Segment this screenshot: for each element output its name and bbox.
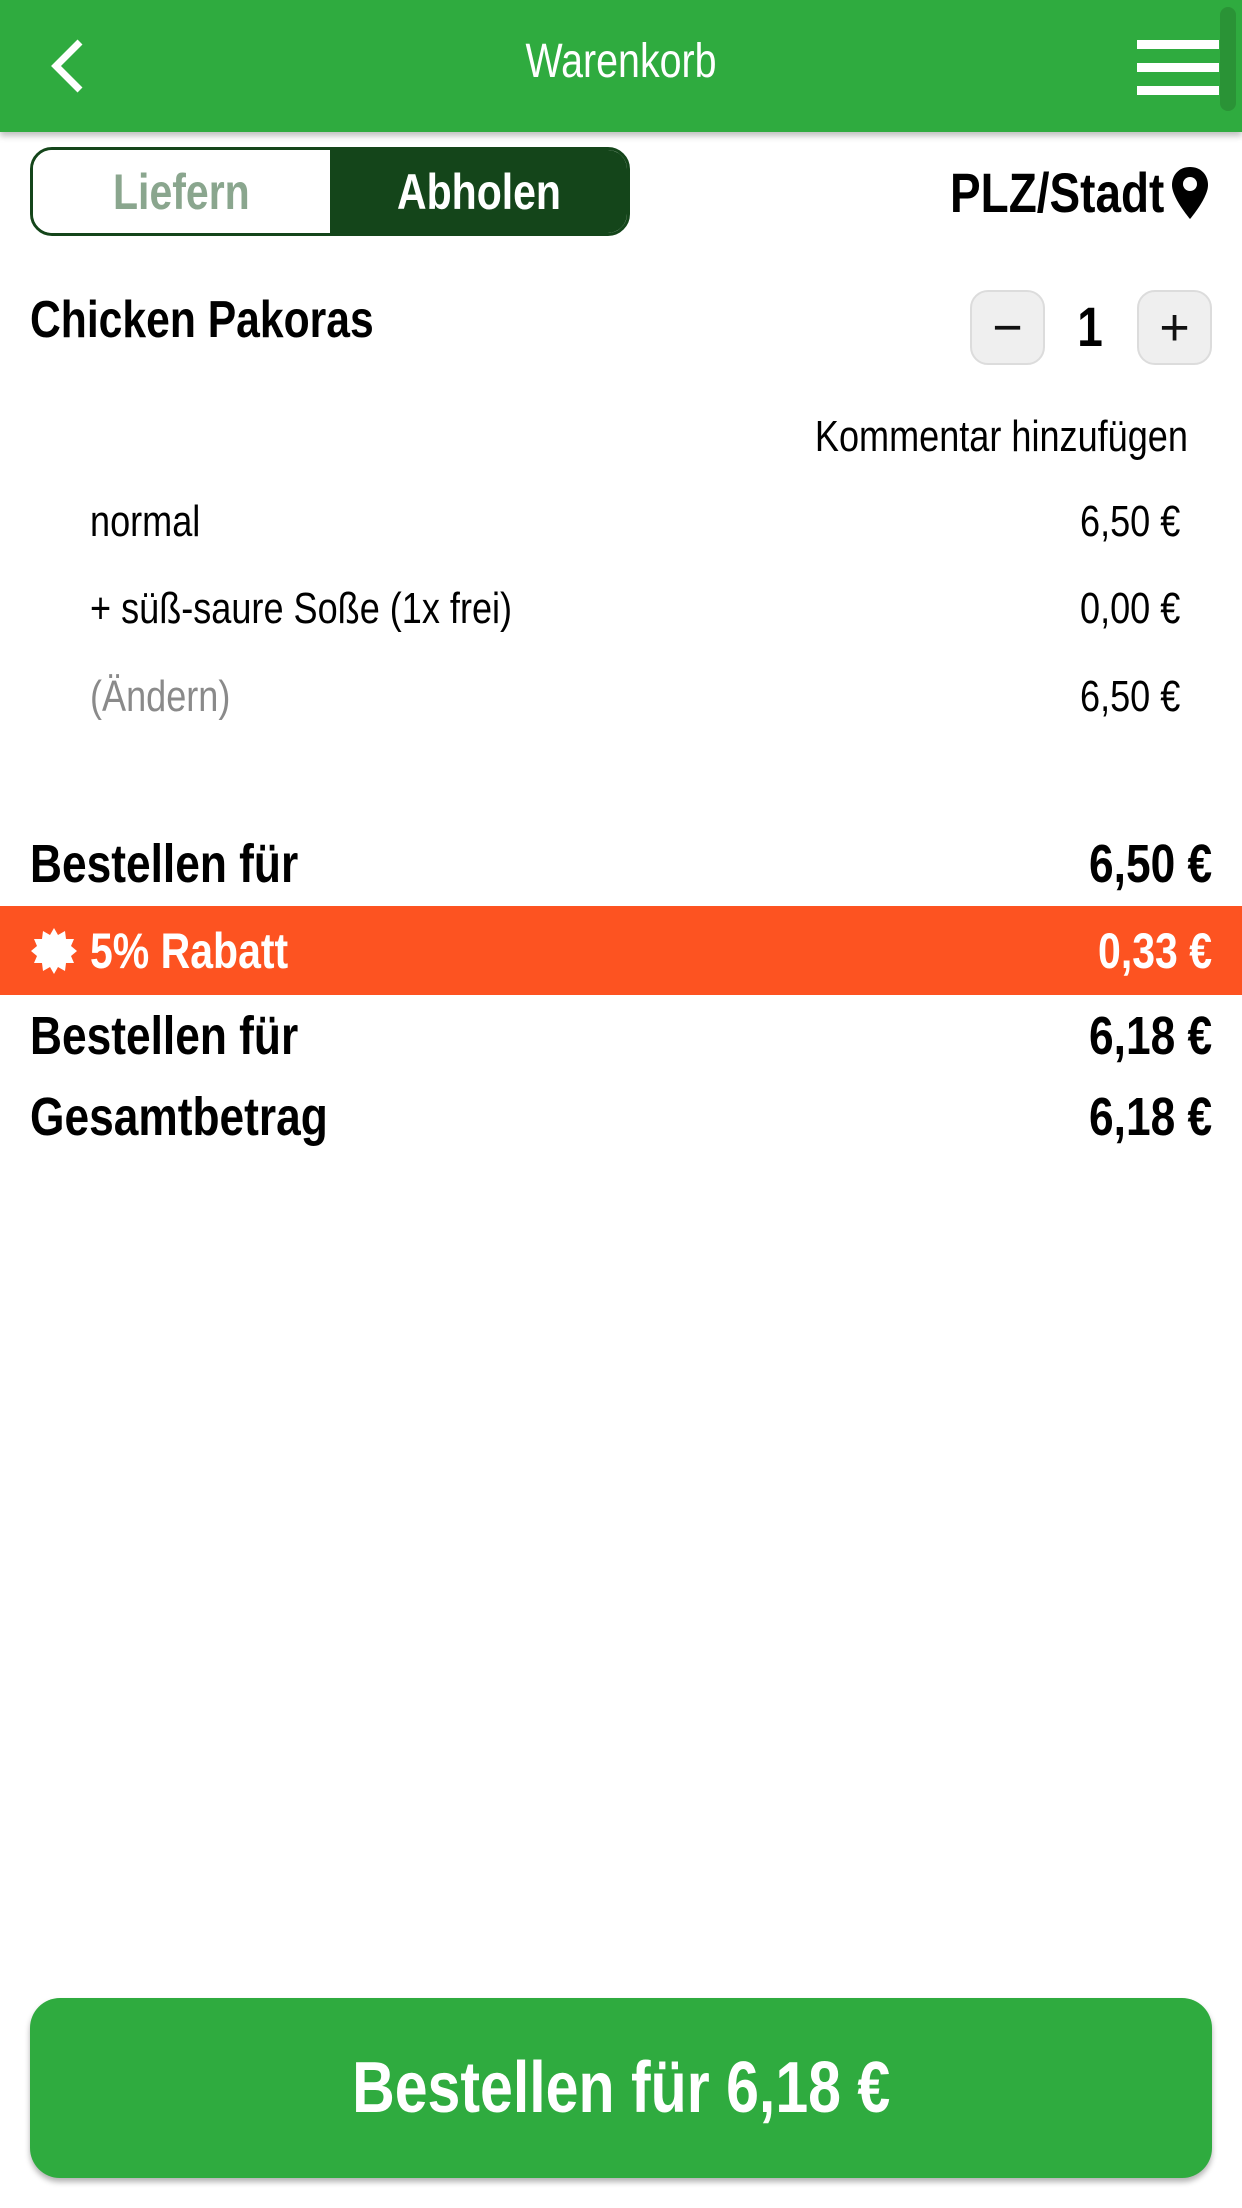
total-row: Gesamtbetrag 6,18 €: [30, 1085, 1212, 1149]
line-price: 0,00 €: [1079, 584, 1180, 633]
chevron-left-icon[interactable]: [40, 36, 100, 96]
quantity-value: 1: [1077, 295, 1103, 358]
discount-value: 0,33 €: [1098, 922, 1212, 979]
item-line: + süß-saure Soße (1x frei) 0,00 €: [90, 584, 1180, 640]
item-line: (Ändern) 6,50 €: [90, 672, 1180, 728]
after-discount-label: Bestellen für: [30, 1006, 299, 1066]
toggle-abholen-label: Abholen: [396, 163, 561, 220]
subtotal-row: Bestellen für 6,50 €: [30, 832, 1212, 896]
line-label: normal: [90, 497, 201, 546]
item-name: Chicken Pakoras: [30, 291, 374, 349]
map-pin-icon: [1172, 166, 1208, 219]
location-label: PLZ/Stadt: [949, 161, 1164, 224]
toggle-liefern[interactable]: Liefern: [33, 150, 330, 233]
page-title: Warenkorb: [525, 35, 717, 88]
after-discount-value: 6,18 €: [1088, 1006, 1212, 1066]
line-label: + süß-saure Soße (1x frei): [90, 584, 513, 633]
app-header: Warenkorb: [0, 0, 1242, 132]
order-button-label: Bestellen für 6,18 €: [351, 2048, 891, 2128]
subtotal-label: Bestellen für: [30, 834, 299, 894]
order-button[interactable]: Bestellen für 6,18 €: [30, 1998, 1212, 2178]
toggle-liefern-label: Liefern: [113, 163, 250, 220]
scrollbar[interactable]: [1220, 7, 1236, 111]
item-line: normal 6,50 €: [90, 497, 1180, 553]
after-discount-row: Bestellen für 6,18 €: [30, 1004, 1212, 1068]
discount-label: 5% Rabatt: [90, 922, 289, 979]
total-label: Gesamtbetrag: [30, 1087, 328, 1147]
line-price: 6,50 €: [1079, 672, 1180, 721]
discount-badge-icon: [31, 927, 77, 974]
subtotal-value: 6,50 €: [1088, 834, 1212, 894]
edit-item-link[interactable]: (Ändern): [90, 672, 231, 721]
toggle-abholen[interactable]: Abholen: [330, 150, 627, 233]
total-value: 6,18 €: [1088, 1087, 1212, 1147]
discount-row: 5% Rabatt 0,33 €: [0, 906, 1242, 995]
location-selector[interactable]: PLZ/Stadt: [903, 160, 1210, 225]
increment-button[interactable]: +: [1137, 290, 1212, 365]
hamburger-menu-icon[interactable]: [1137, 38, 1219, 96]
decrement-button[interactable]: −: [970, 290, 1045, 365]
add-comment-link[interactable]: Kommentar hinzufügen: [814, 412, 1188, 461]
line-price: 6,50 €: [1079, 497, 1180, 546]
delivery-mode-toggle: Liefern Abholen: [30, 147, 630, 236]
